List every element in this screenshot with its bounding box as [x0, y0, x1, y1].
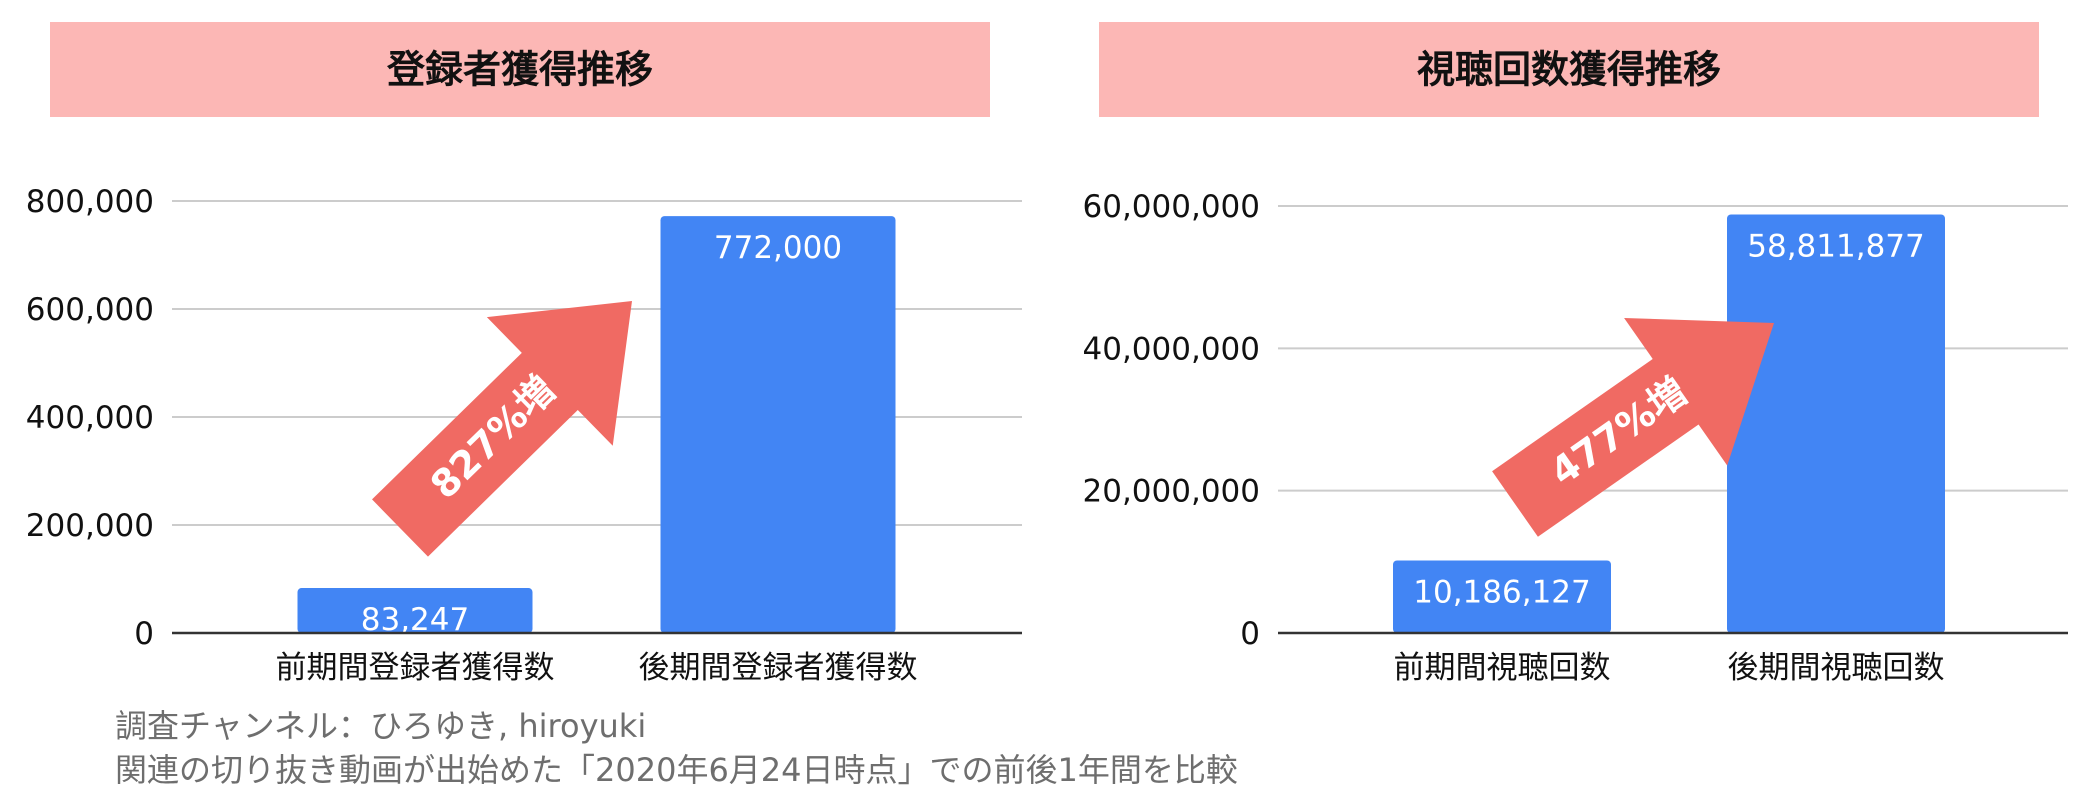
- caption-line-2: 関連の切り抜き動画が出始めた「2020年6月24日時点」での前後1年間を比較: [115, 751, 1238, 789]
- chart-2-category-label: 後期間視聴回数: [1728, 650, 1945, 686]
- chart-2-title-banner: [1099, 22, 2039, 117]
- chart-1-growth-arrow: [372, 300, 632, 557]
- chart-2-y-tick-label: 40,000,000: [1083, 331, 1261, 367]
- chart-2-value-label: 10,186,127: [1413, 575, 1591, 611]
- chart-2-y-tick-label: 20,000,000: [1083, 474, 1261, 510]
- chart-1-y-tick-label: 400,000: [26, 400, 154, 436]
- chart-1-y-tick-label: 800,000: [26, 184, 154, 220]
- chart-1-y-tick-label: 200,000: [26, 508, 154, 544]
- chart-2-bar: [1727, 214, 1945, 633]
- chart-1-title: 登録者獲得推移: [386, 48, 653, 92]
- chart-1-value-label: 772,000: [714, 230, 842, 266]
- chart-2-value-label: 58,811,877: [1747, 228, 1925, 264]
- chart-2-title: 視聴回数獲得推移: [1417, 48, 1721, 92]
- chart-2-y-tick-label: 60,000,000: [1083, 189, 1261, 225]
- chart-1-y-tick-label: 600,000: [26, 292, 154, 328]
- chart-1-title-banner: [50, 22, 990, 117]
- chart-1-y-tick-label: 0: [134, 616, 154, 652]
- caption-line-1: 調査チャンネル：ひろゆき, hiroyuki: [115, 707, 647, 745]
- chart-2-category-label: 前期間視聴回数: [1394, 650, 1611, 686]
- chart-1-bar: [297, 588, 533, 633]
- chart-2-growth-arrow: [1492, 317, 1774, 537]
- chart-1-category-label: 後期間登録者獲得数: [639, 650, 918, 686]
- chart-2-y-tick-label: 0: [1240, 616, 1260, 652]
- chart-2-bar: [1393, 560, 1611, 633]
- chart-1-bar: [660, 216, 896, 633]
- chart-1-category-label: 前期間登録者獲得数: [276, 650, 555, 686]
